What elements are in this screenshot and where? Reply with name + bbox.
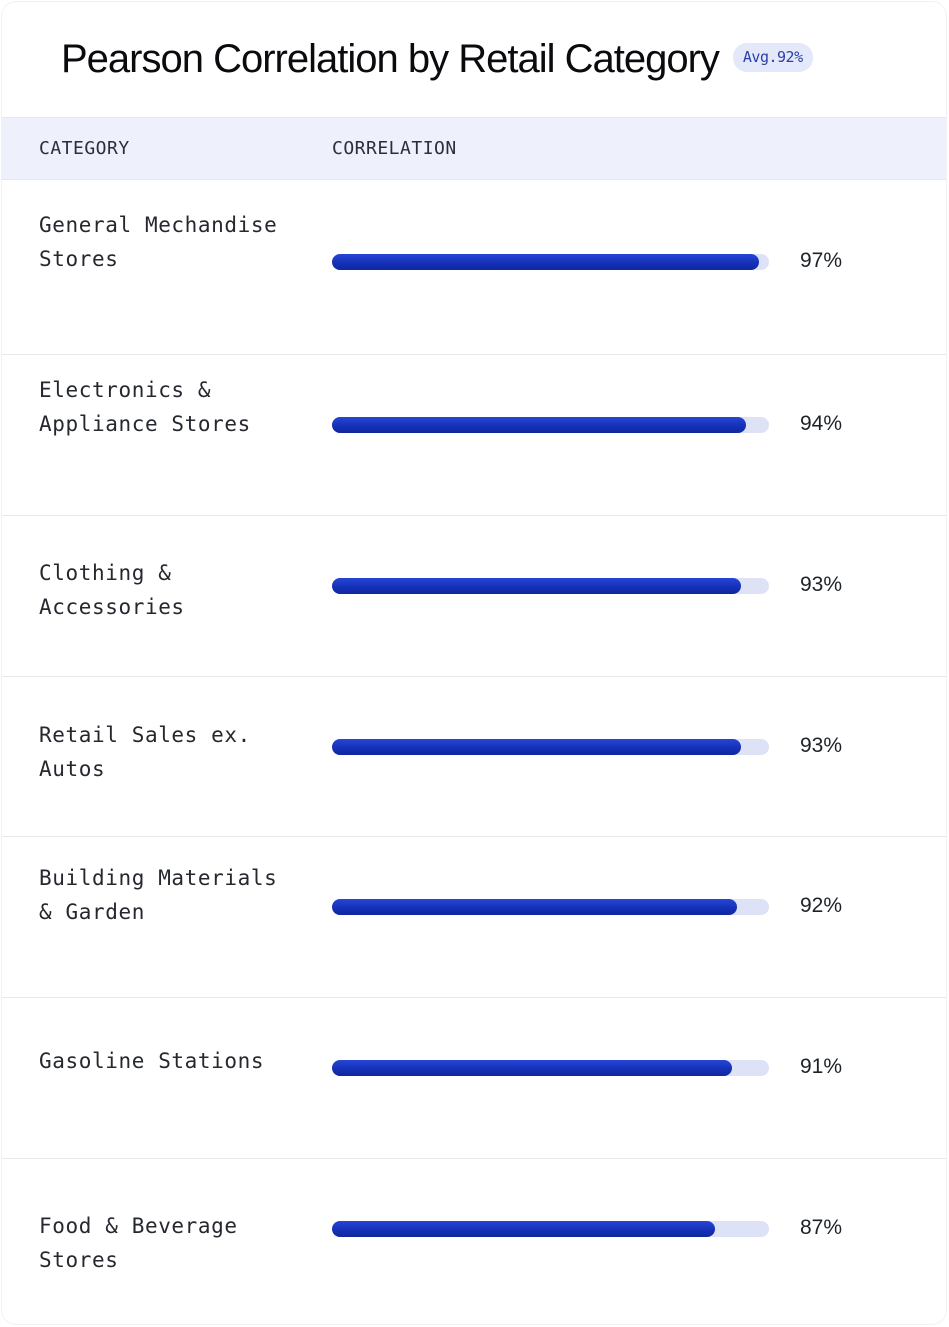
table-row: Building Materials & Garden 92% — [2, 837, 946, 998]
category-label: Food & Beverage Stores — [39, 1214, 238, 1272]
table-header: CATEGORY CORRELATION — [2, 117, 946, 180]
category-label: Gasoline Stations — [39, 1049, 265, 1073]
value-label: 91% — [800, 1055, 843, 1078]
bar — [332, 899, 737, 915]
table-body: General Mechandise Stores 97% Electronics … — [2, 180, 946, 1324]
column-header-category: CATEGORY — [39, 138, 130, 159]
table-row: Gasoline Stations 91% — [2, 998, 946, 1159]
table-row: Clothing & Accessories 93% — [2, 516, 946, 677]
bar — [332, 739, 741, 755]
value-label: 94% — [800, 412, 843, 435]
value-label: 87% — [800, 1216, 843, 1239]
bar-track — [332, 899, 769, 915]
value-label: 97% — [800, 249, 843, 272]
bar-track — [332, 254, 769, 270]
bar-track — [332, 1221, 769, 1237]
average-badge: Avg.92% — [732, 43, 813, 72]
category-label: Clothing & Accessories — [39, 561, 185, 619]
table-row: General Mechandise Stores 97% — [2, 180, 946, 355]
column-header-correlation: CORRELATION — [332, 138, 457, 159]
value-label: 93% — [800, 573, 843, 596]
table-row: Food & Beverage Stores 87% — [2, 1159, 946, 1324]
bar — [332, 578, 741, 594]
value-label: 93% — [800, 734, 843, 757]
category-label: General Mechandise Stores — [39, 213, 278, 271]
category-label: Retail Sales ex. Autos — [39, 723, 251, 781]
table-row: Electronics & Appliance Stores 94% — [2, 355, 946, 516]
bar — [332, 1060, 732, 1076]
page-title: Pearson Correlation by Retail Category — [61, 37, 720, 81]
category-label: Building Materials & Garden — [39, 866, 278, 924]
bar-track — [332, 1060, 769, 1076]
category-label: Electronics & Appliance Stores — [39, 378, 251, 436]
bar — [332, 254, 759, 270]
bar-track — [332, 578, 769, 594]
bar-track — [332, 417, 769, 433]
table-row: Retail Sales ex. Autos 93% — [2, 677, 946, 837]
bar-track — [332, 739, 769, 755]
bar — [332, 417, 746, 433]
value-label: 92% — [800, 894, 843, 917]
bar — [332, 1221, 715, 1237]
card-header: Pearson Correlation by Retail Category A… — [2, 2, 946, 117]
